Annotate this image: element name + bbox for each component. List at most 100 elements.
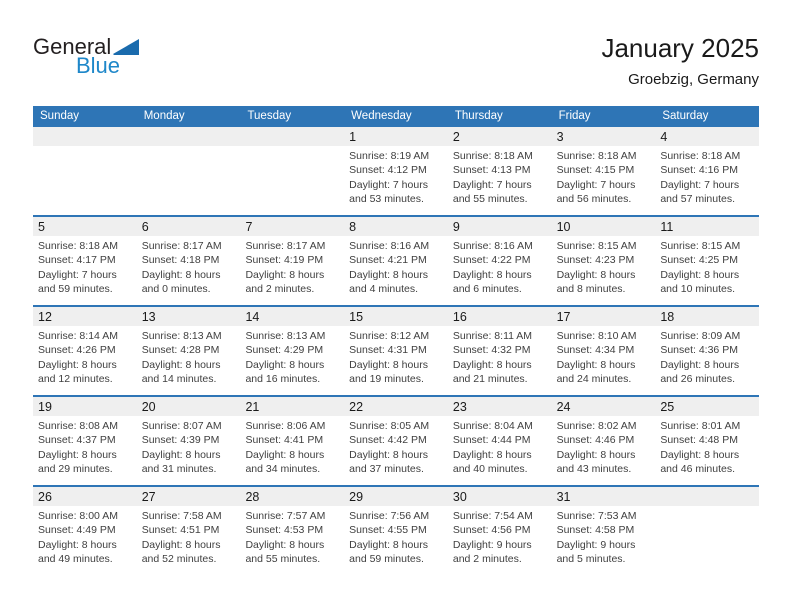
day-details: Sunrise: 8:06 AM Sunset: 4:41 PM Daylight:… [240, 416, 344, 477]
day-details: Sunrise: 8:00 AM Sunset: 4:49 PM Daylight:… [33, 506, 137, 567]
sunset-text: Sunset: 4:13 PM [452, 164, 531, 177]
day-number: 4 [655, 127, 760, 146]
sunrise-text: Sunrise: 8:01 AM [660, 420, 741, 432]
day-details: Sunrise: 7:57 AM Sunset: 4:53 PM Daylight:… [240, 506, 344, 567]
sunrise-text: Sunrise: 7:53 AM [556, 510, 637, 522]
day-details: Sunrise: 8:10 AM Sunset: 4:34 PM Daylight:… [552, 326, 656, 387]
sunrise-text: Sunrise: 8:13 AM [141, 330, 222, 342]
day-cell: 9 Sunrise: 8:16 AM Sunset: 4:22 PM Daylight… [447, 217, 552, 305]
sunset-text: Sunset: 4:55 PM [349, 524, 427, 537]
daylight-text-line2: and 34 minutes. [245, 463, 321, 476]
day-cell: 24 Sunrise: 8:02 AM Sunset: 4:46 PM Dayligh… [551, 397, 656, 485]
sunrise-text: Sunrise: 8:08 AM [38, 420, 118, 432]
empty-day-cell [33, 127, 137, 215]
daylight-text-line2: and 5 minutes. [556, 553, 626, 566]
day-number: 23 [447, 397, 552, 416]
sunrise-text: Sunrise: 8:16 AM [452, 240, 533, 252]
day-details: Sunrise: 8:11 AM Sunset: 4:32 PM Daylight:… [448, 326, 552, 387]
day-details: Sunrise: 8:17 AM Sunset: 4:19 PM Daylight:… [240, 236, 344, 297]
day-header-tuesday: Tuesday [247, 109, 292, 122]
daylight-text-line2: and 0 minutes. [141, 283, 211, 296]
daylight-text-line1: Daylight: 8 hours [245, 268, 325, 281]
day-cell: 20 Sunrise: 8:07 AM Sunset: 4:39 PM Dayligh… [136, 397, 241, 485]
sunset-text: Sunset: 4:49 PM [38, 524, 116, 537]
sunset-text: Sunset: 4:18 PM [141, 254, 220, 267]
day-number: 22 [344, 397, 448, 416]
daylight-text-line1: Daylight: 9 hours [452, 538, 532, 551]
day-number: 2 [447, 127, 552, 146]
sunset-text: Sunset: 4:16 PM [660, 164, 738, 177]
daylight-text-line1: Daylight: 8 hours [556, 448, 636, 461]
empty-day-cell [136, 127, 241, 215]
daylight-text-line1: Daylight: 8 hours [452, 268, 532, 281]
day-details: Sunrise: 8:08 AM Sunset: 4:37 PM Daylight:… [33, 416, 137, 477]
day-number: 6 [136, 217, 241, 236]
day-cell: 14 Sunrise: 8:13 AM Sunset: 4:29 PM Dayligh… [240, 307, 345, 395]
day-details: Sunrise: 8:14 AM Sunset: 4:26 PM Daylight:… [33, 326, 137, 387]
day-details: Sunrise: 8:02 AM Sunset: 4:46 PM Daylight:… [552, 416, 656, 477]
daylight-text-line2: and 46 minutes. [660, 463, 736, 476]
daylight-text-line2: and 2 minutes. [452, 553, 522, 566]
sunset-text: Sunset: 4:32 PM [452, 344, 531, 357]
sunrise-text: Sunrise: 8:16 AM [349, 240, 430, 252]
calendar-grid: 1 Sunrise: 8:19 AM Sunset: 4:12 PM Daylight… [33, 125, 760, 575]
week-row: 5 Sunrise: 8:18 AM Sunset: 4:17 PM Daylight… [33, 215, 760, 305]
week-row: 19 Sunrise: 8:08 AM Sunset: 4:37 PM Dayligh… [33, 395, 760, 485]
sunrise-text: Sunrise: 8:07 AM [141, 420, 222, 432]
daylight-text-line2: and 12 minutes. [38, 373, 113, 386]
day-number: 9 [447, 217, 552, 236]
day-number: 10 [551, 217, 656, 236]
day-cell: 23 Sunrise: 8:04 AM Sunset: 4:44 PM Dayligh… [447, 397, 552, 485]
logo-text-blue: Blue [76, 53, 121, 78]
daylight-text-line2: and 53 minutes. [349, 193, 424, 206]
sunset-text: Sunset: 4:51 PM [141, 524, 220, 537]
day-cell: 26 Sunrise: 8:00 AM Sunset: 4:49 PM Dayligh… [33, 487, 137, 575]
sunset-text: Sunset: 4:53 PM [245, 524, 324, 537]
day-header-thursday: Thursday [454, 109, 503, 122]
sunrise-text: Sunrise: 8:12 AM [349, 330, 430, 342]
sunrise-text: Sunrise: 8:17 AM [245, 240, 326, 252]
daylight-text-line1: Daylight: 8 hours [245, 538, 325, 551]
day-details: Sunrise: 8:15 AM Sunset: 4:25 PM Daylight:… [655, 236, 759, 297]
day-cell: 28 Sunrise: 7:57 AM Sunset: 4:53 PM Dayligh… [240, 487, 345, 575]
day-number: 29 [344, 487, 448, 506]
daylight-text-line1: Daylight: 8 hours [349, 268, 428, 281]
day-details: Sunrise: 8:05 AM Sunset: 4:42 PM Daylight:… [344, 416, 448, 477]
daylight-text-line2: and 16 minutes. [245, 373, 321, 386]
sunset-text: Sunset: 4:31 PM [349, 344, 427, 357]
day-cell: 11 Sunrise: 8:15 AM Sunset: 4:25 PM Dayligh… [655, 217, 760, 305]
day-cell: 15 Sunrise: 8:12 AM Sunset: 4:31 PM Dayligh… [344, 307, 448, 395]
sunset-text: Sunset: 4:58 PM [556, 524, 635, 537]
page-subtitle: Groebzig, Germany [628, 71, 759, 88]
sunset-text: Sunset: 4:56 PM [452, 524, 531, 537]
week-row: 1 Sunrise: 8:19 AM Sunset: 4:12 PM Daylight… [33, 125, 760, 215]
day-cell: 19 Sunrise: 8:08 AM Sunset: 4:37 PM Dayligh… [33, 397, 137, 485]
sunrise-text: Sunrise: 8:06 AM [245, 420, 326, 432]
daylight-text-line2: and 31 minutes. [141, 463, 217, 476]
sunrise-text: Sunrise: 8:15 AM [556, 240, 637, 252]
day-details: Sunrise: 8:09 AM Sunset: 4:36 PM Daylight:… [655, 326, 759, 387]
sunrise-text: Sunrise: 8:18 AM [452, 150, 533, 162]
daylight-text-line2: and 43 minutes. [556, 463, 632, 476]
day-cell: 21 Sunrise: 8:06 AM Sunset: 4:41 PM Dayligh… [240, 397, 345, 485]
day-header-sunday: Sunday [40, 109, 80, 122]
daylight-text-line1: Daylight: 8 hours [38, 358, 117, 371]
daylight-text-line1: Daylight: 7 hours [660, 178, 740, 191]
day-details: Sunrise: 7:56 AM Sunset: 4:55 PM Daylight:… [344, 506, 448, 567]
daylight-text-line1: Daylight: 8 hours [141, 358, 221, 371]
sunrise-text: Sunrise: 8:00 AM [38, 510, 118, 522]
day-cell: 3 Sunrise: 8:18 AM Sunset: 4:15 PM Daylight… [551, 127, 656, 215]
day-number [655, 487, 760, 506]
sunrise-text: Sunrise: 8:17 AM [141, 240, 222, 252]
sunset-text: Sunset: 4:42 PM [349, 434, 427, 447]
day-number: 21 [240, 397, 345, 416]
daylight-text-line1: Daylight: 8 hours [349, 538, 428, 551]
daylight-text-line1: Daylight: 8 hours [556, 358, 636, 371]
daylight-text-line1: Daylight: 8 hours [245, 358, 325, 371]
logo-text-general: General [33, 34, 112, 59]
sunrise-text: Sunrise: 7:58 AM [141, 510, 222, 522]
daylight-text-line2: and 2 minutes. [245, 283, 315, 296]
daylight-text-line2: and 52 minutes. [141, 553, 217, 566]
page-header: January 2025 Groebzig, Germany [601, 33, 759, 89]
